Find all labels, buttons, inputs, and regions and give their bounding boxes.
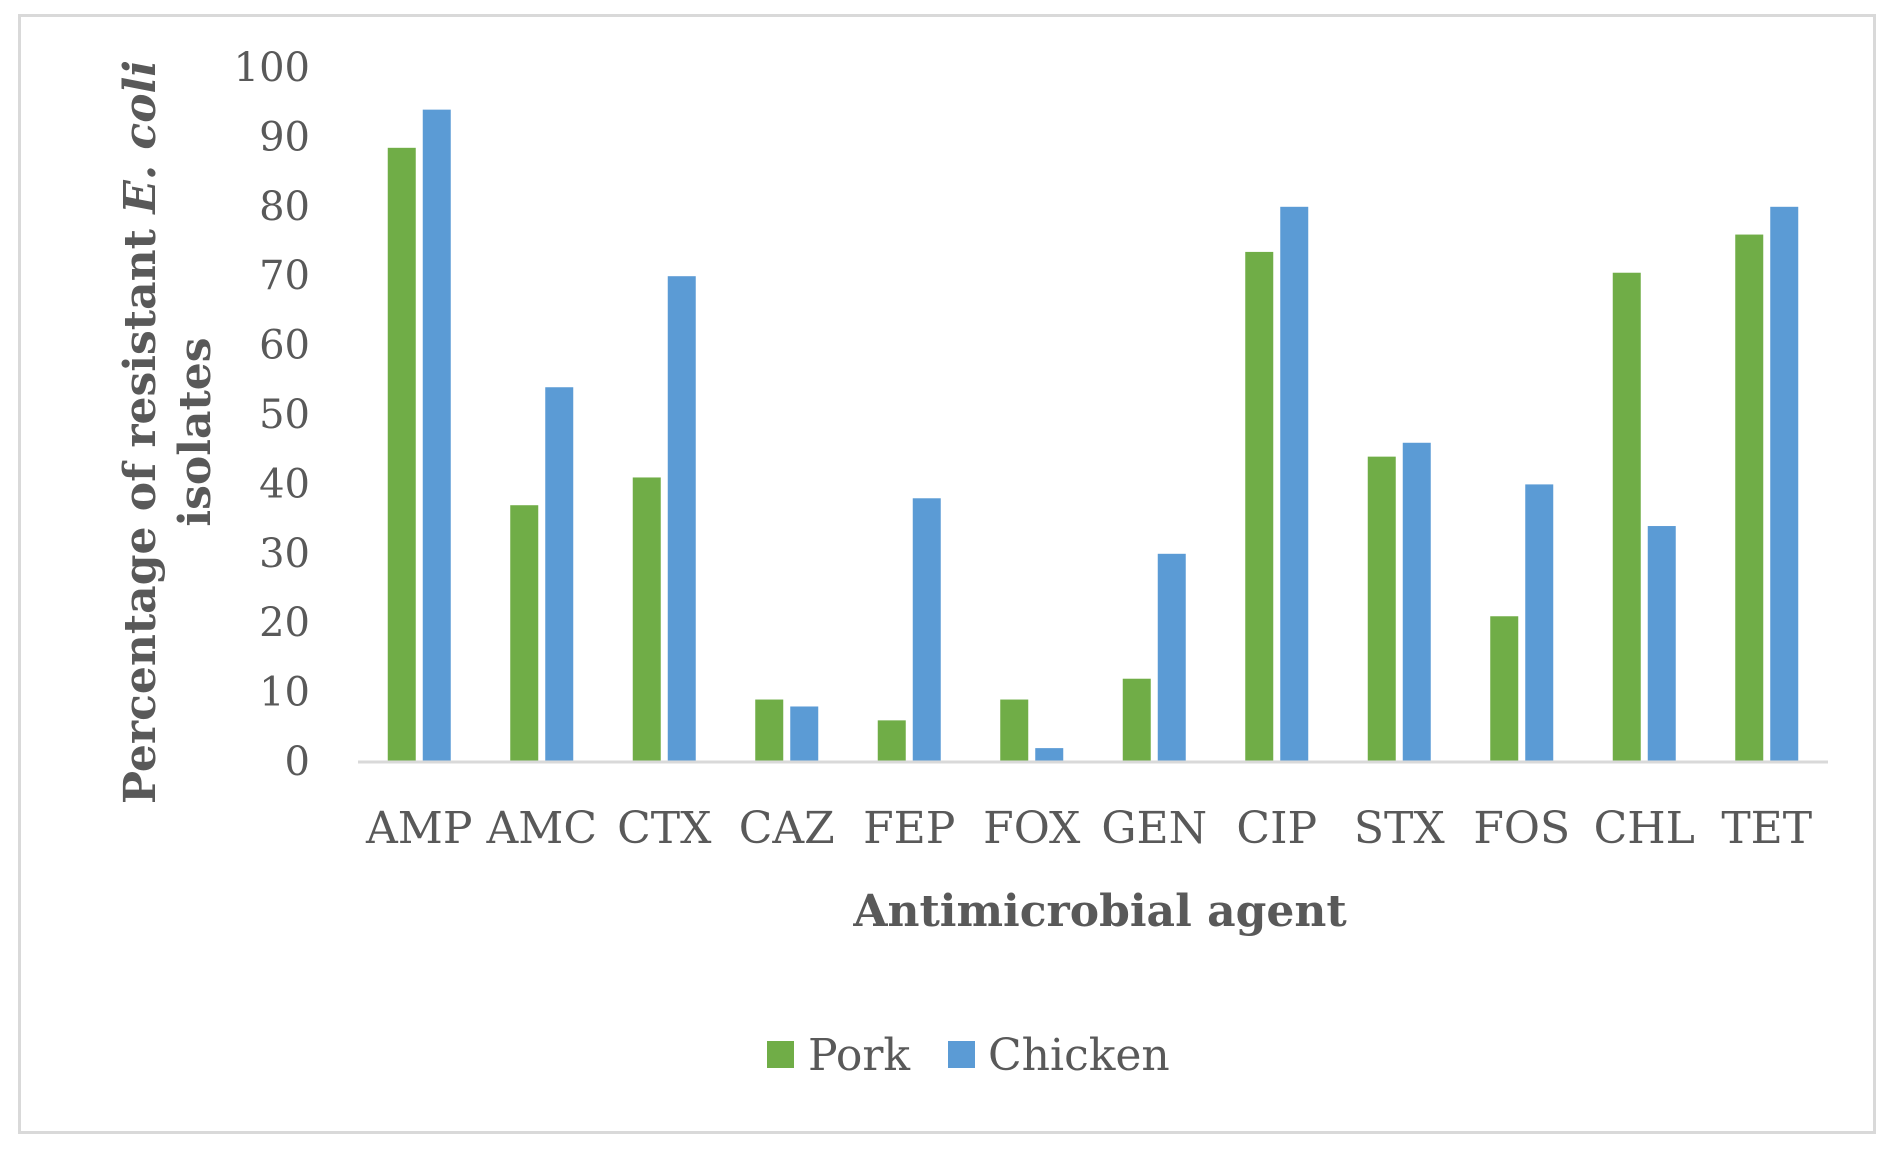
- bar-chicken-cip: [1280, 206, 1309, 763]
- bar-pork-stx: [1367, 456, 1396, 762]
- x-tick-label: AMP: [365, 803, 472, 854]
- y-tick-label: 80: [259, 184, 310, 230]
- bar-chicken-ctx: [667, 276, 696, 762]
- y-tick-label: 90: [259, 114, 310, 160]
- bar-chicken-fox: [1035, 748, 1064, 762]
- svg-text:Percentage of resistant E. col: Percentage of resistant E. coli: [115, 60, 166, 804]
- y-tick-label: 10: [259, 670, 310, 716]
- bar-pork-amc: [510, 505, 539, 762]
- y-tick-label: 70: [259, 253, 310, 299]
- y-axis-title-line1: Percentage of resistant E. coli: [115, 60, 166, 804]
- x-axis-categories: AMP AMC CTX CAZ FEP FOX GEN CIP STX FOS CHL TET: [365, 803, 1812, 854]
- y-axis-ticks: 0 10 20 30 40 50 60 70 80 90 100: [234, 45, 310, 785]
- x-tick-label: STX: [1354, 803, 1445, 854]
- y-tick-label: 60: [259, 323, 310, 369]
- y-axis-title-line2: isolates: [170, 337, 221, 526]
- x-axis-title: Antimicrobial agent: [852, 886, 1347, 937]
- legend: Pork Chicken: [767, 1030, 1170, 1081]
- bar-chicken-chl: [1647, 526, 1676, 762]
- bar-chicken-fep: [912, 498, 941, 762]
- y-axis-title-prefix: Percentage of resistant: [115, 214, 166, 804]
- x-tick-label: FOS: [1473, 803, 1570, 854]
- x-tick-label: AMC: [486, 803, 598, 854]
- x-tick-label: CTX: [617, 803, 712, 854]
- x-tick-label: TET: [1721, 803, 1812, 854]
- bar-pork-tet: [1735, 234, 1764, 762]
- legend-label-chicken: Chicken: [988, 1030, 1170, 1081]
- legend-label-pork: Pork: [808, 1030, 910, 1081]
- bar-chicken-fos: [1525, 484, 1554, 762]
- x-tick-label: FOX: [983, 803, 1081, 854]
- bar-pork-chl: [1612, 272, 1641, 762]
- bar-pork-amp: [387, 147, 416, 762]
- bar-pork-caz: [755, 699, 784, 762]
- x-tick-label: CHL: [1594, 803, 1695, 854]
- bar-chicken-amp: [422, 109, 451, 762]
- y-tick-label: 40: [259, 461, 310, 507]
- y-tick-label: 100: [234, 45, 310, 91]
- y-tick-label: 30: [259, 531, 310, 577]
- x-tick-label: FEP: [863, 803, 955, 854]
- x-tick-label: CIP: [1236, 803, 1317, 854]
- bar-chicken-stx: [1402, 442, 1431, 762]
- bar-pork-gen: [1122, 678, 1151, 762]
- bar-chicken-tet: [1770, 206, 1799, 763]
- bar-pork-fos: [1490, 616, 1519, 762]
- bar-pork-fox: [1000, 699, 1029, 762]
- y-tick-label: 20: [259, 600, 310, 646]
- chart-frame: [18, 14, 1876, 1134]
- bar-pork-ctx: [632, 477, 661, 762]
- bars: [387, 109, 1799, 763]
- y-tick-label: 0: [285, 739, 310, 785]
- legend-swatch-pork: [767, 1041, 794, 1068]
- bar-chicken-gen: [1157, 553, 1186, 762]
- bar-chicken-caz: [790, 706, 819, 762]
- y-axis-title-italic: E. coli: [115, 60, 166, 216]
- bar-pork-fep: [877, 720, 906, 762]
- x-tick-label: GEN: [1101, 803, 1207, 854]
- svg-text:isolates: isolates: [170, 337, 221, 526]
- y-tick-label: 50: [259, 392, 310, 438]
- bar-chicken-amc: [545, 387, 574, 762]
- bar-pork-cip: [1245, 251, 1274, 762]
- x-tick-label: CAZ: [739, 803, 835, 854]
- legend-swatch-chicken: [948, 1041, 975, 1068]
